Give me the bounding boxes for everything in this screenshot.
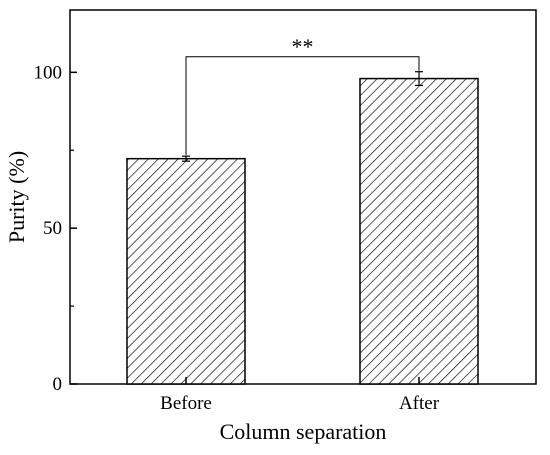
error-bar-before bbox=[182, 155, 190, 162]
x-axis-ticks: Before After bbox=[160, 377, 440, 414]
y-axis-title: Purity (%) bbox=[4, 151, 29, 243]
plot-area-frame bbox=[69, 9, 537, 385]
y-axis-ticks: 0 50 100 bbox=[34, 62, 77, 395]
bar-after bbox=[359, 77, 479, 385]
x-axis-title: Column separation bbox=[220, 419, 387, 444]
significance-label: ** bbox=[292, 34, 314, 59]
error-bars-group bbox=[182, 71, 423, 162]
x-tick-label-before: Before bbox=[160, 393, 212, 414]
bars-group bbox=[126, 77, 479, 385]
significance-bracket bbox=[185, 56, 420, 156]
y-tick-label: 0 bbox=[53, 374, 63, 395]
y-tick-label: 100 bbox=[34, 62, 63, 83]
error-bar-after bbox=[415, 71, 423, 87]
y-tick-label: 50 bbox=[43, 218, 62, 239]
bar-before bbox=[126, 157, 246, 385]
significance-annotation: ** bbox=[185, 34, 420, 156]
x-tick-label-after: After bbox=[399, 393, 440, 414]
